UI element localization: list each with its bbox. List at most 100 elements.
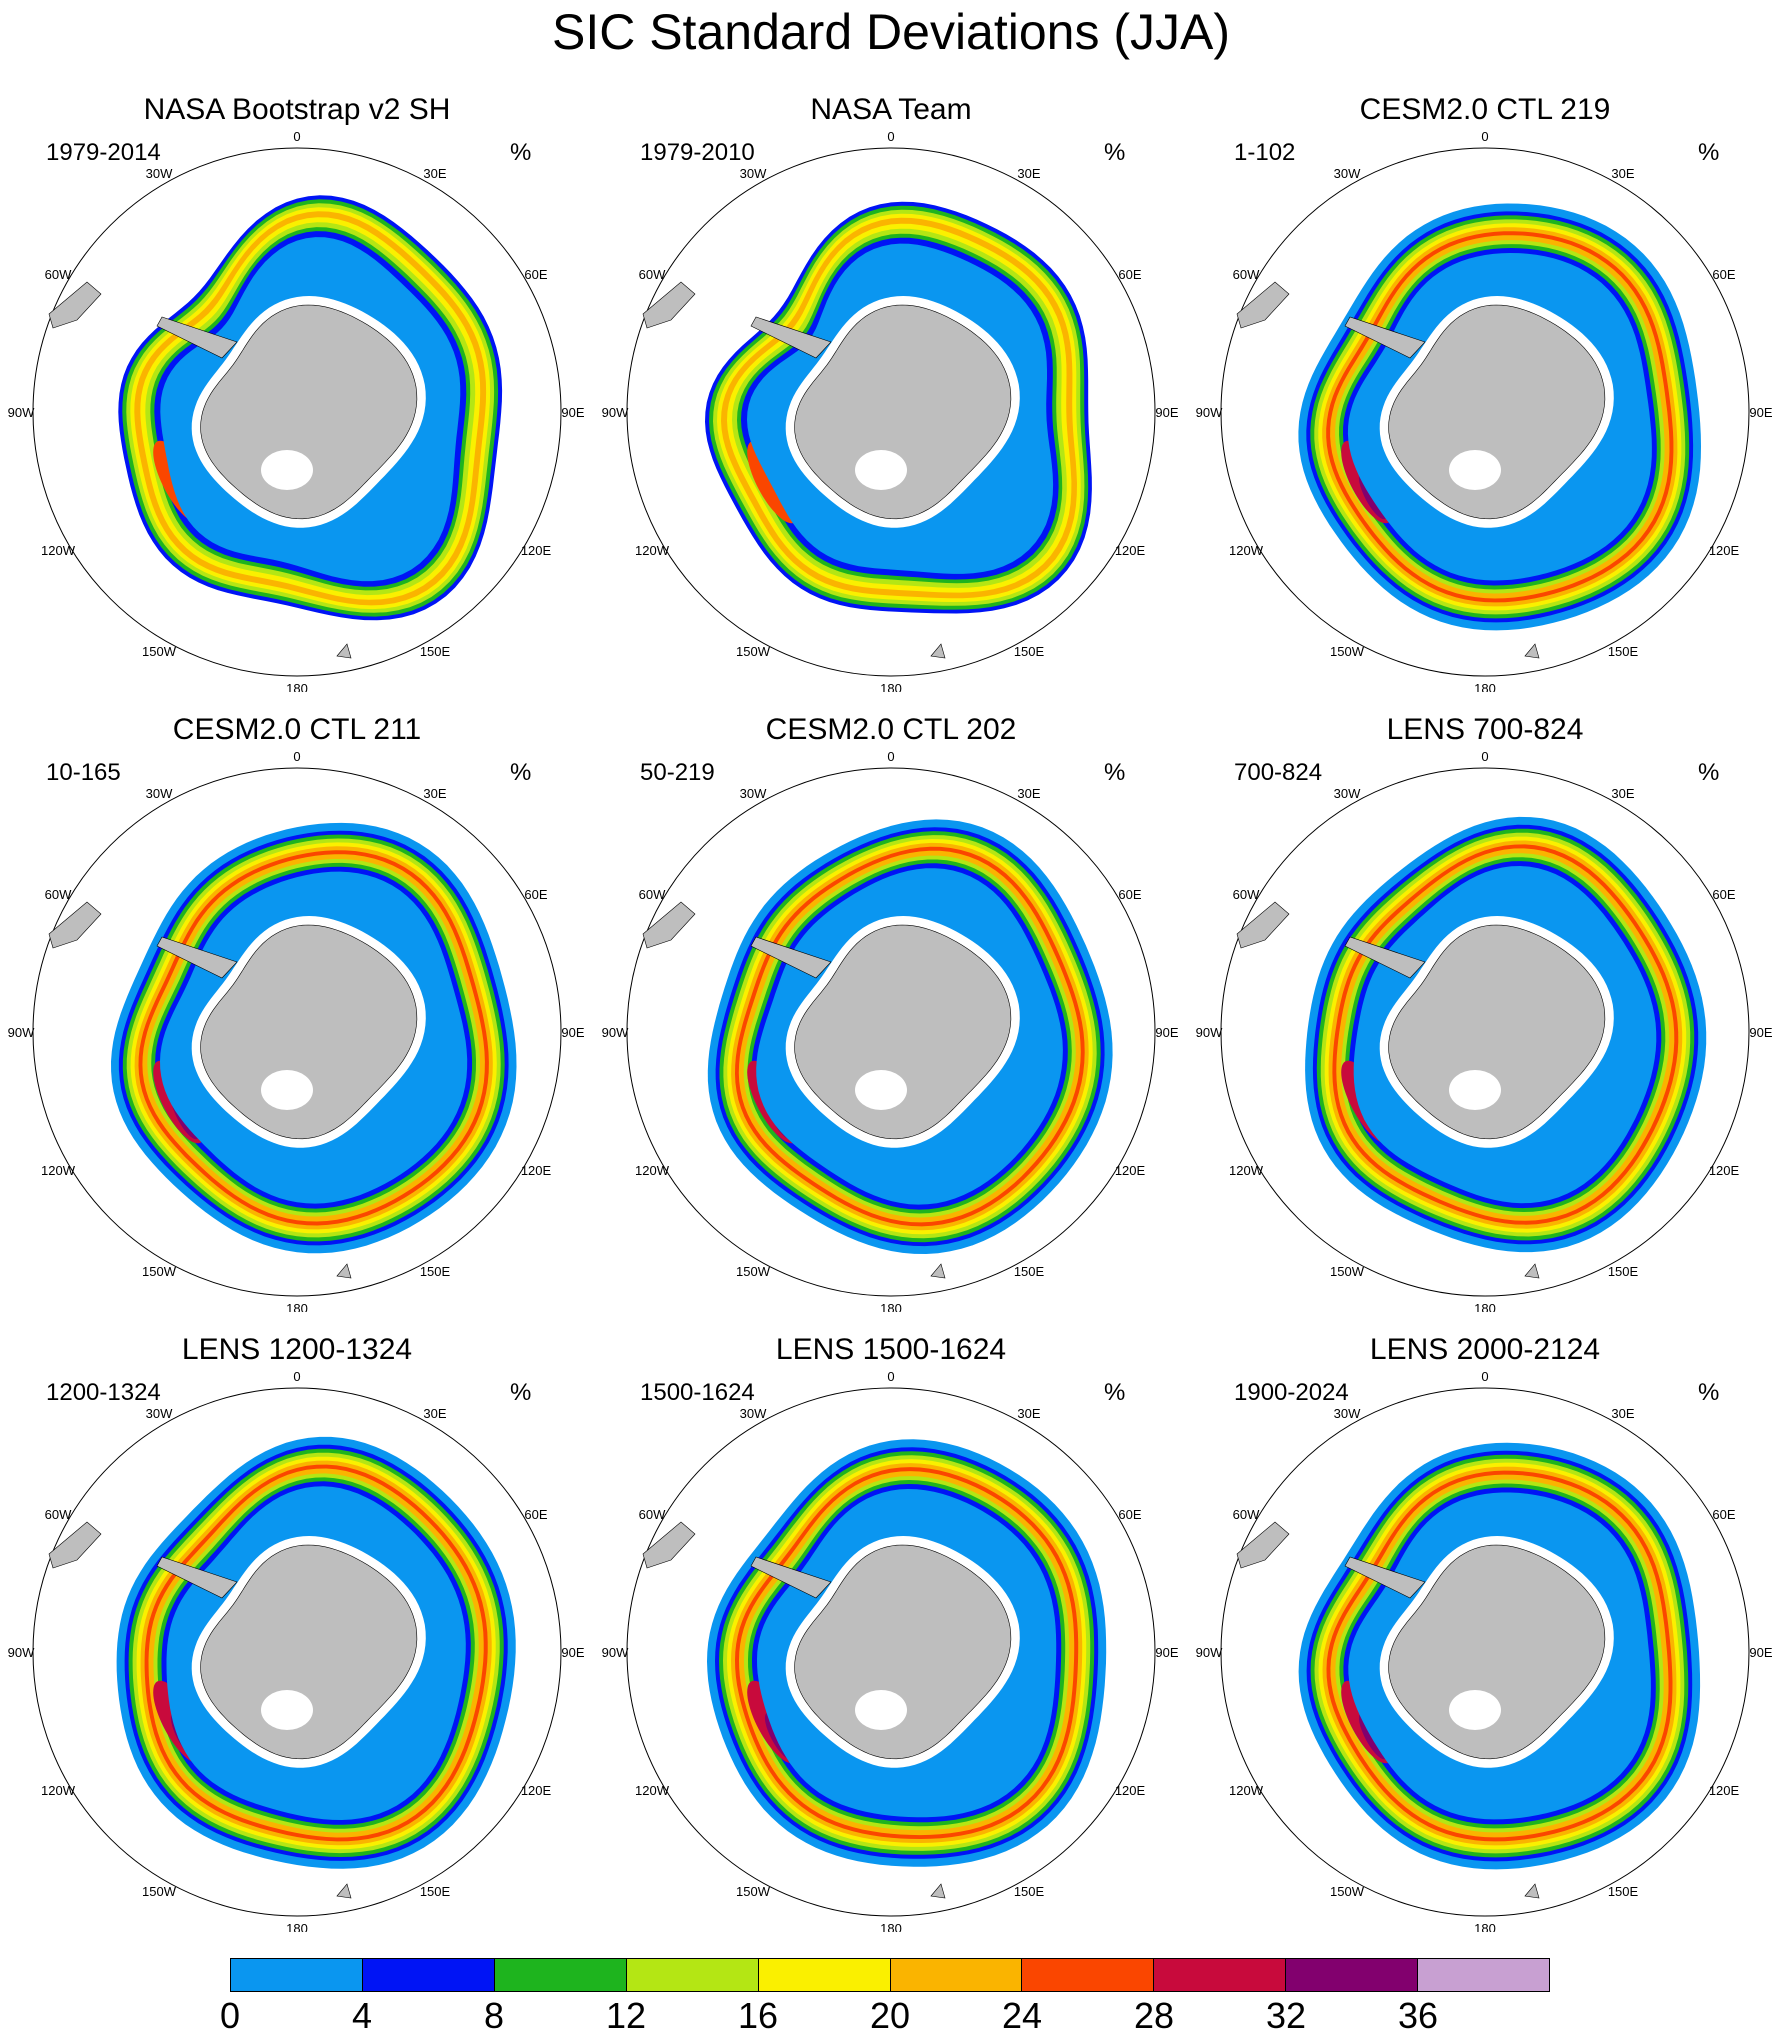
longitude-label: 60W <box>1233 267 1260 282</box>
longitude-label: 30W <box>146 1406 173 1421</box>
longitude-label: 60E <box>1712 1507 1735 1522</box>
polar-stereo-map: 0 30E 60E 90E 120E 150E 180 150W 120W 90W 60W 30W <box>0 1372 594 1932</box>
panel-title: LENS 2000-2124 <box>1369 1333 1601 1366</box>
antarctic-peninsula <box>750 1556 832 1599</box>
longitude-label: 0 <box>293 752 300 764</box>
longitude-label: 0 <box>1481 132 1488 144</box>
longitude-label: 150E <box>1608 1884 1639 1899</box>
polar-map-svg: 0 30E 60E 90E 120E 150E 180 150W 120W 90W 60W 30W <box>602 752 1179 1312</box>
longitude-label: 0 <box>293 132 300 144</box>
colorbar-swatch <box>890 1959 1023 1991</box>
longitude-label: 150W <box>142 644 177 659</box>
south-america <box>1236 281 1290 329</box>
longitude-label: 180 <box>1474 1301 1496 1312</box>
colorbar-swatch <box>1022 1959 1155 1991</box>
panel-unit: % <box>1104 139 1126 166</box>
map-panel: 0 30E 60E 90E 120E 150E 180 150W 120W 90W 60W 30W LE… <box>594 1332 1188 1952</box>
antarctica <box>200 304 418 520</box>
longitude-label: 30W <box>1334 166 1361 181</box>
panel-title: NASA Team <box>810 93 972 126</box>
antarctic-peninsula <box>750 936 832 979</box>
longitude-label: 150E <box>1608 1264 1639 1279</box>
panel-title: CESM2.0 CTL 211 <box>172 713 422 746</box>
longitude-label: 120W <box>1229 543 1264 558</box>
longitude-label: 60E <box>1118 267 1141 282</box>
longitude-label: 120W <box>635 1163 670 1178</box>
map-panel: 0 30E 60E 90E 120E 150E 180 150W 120W 90W 60W 30W LE… <box>0 1332 594 1952</box>
longitude-label: 120E <box>521 1783 552 1798</box>
longitude-label: 60W <box>1233 887 1260 902</box>
new-zealand <box>930 1263 946 1279</box>
longitude-label: 30W <box>740 1406 767 1421</box>
longitude-label: 60E <box>1712 887 1735 902</box>
colorbar-tick-label: 32 <box>1265 1995 1307 2036</box>
panel-period: 1979-2010 <box>640 139 755 166</box>
map-panel: 0 30E 60E 90E 120E 150E 180 150W 120W 90W 60W 30W CE… <box>1188 92 1782 712</box>
antarctica <box>794 1544 1012 1760</box>
longitude-label: 0 <box>1481 752 1488 764</box>
longitude-label: 90W <box>1196 1645 1223 1660</box>
longitude-label: 60E <box>524 267 547 282</box>
longitude-label: 90W <box>8 1025 35 1040</box>
longitude-label: 60W <box>1233 1507 1260 1522</box>
south-america <box>642 1521 696 1569</box>
polar-stereo-map: 0 30E 60E 90E 120E 150E 180 150W 120W 90W 60W 30W <box>594 1372 1188 1932</box>
polar-map-svg: 0 30E 60E 90E 120E 150E 180 150W 120W 90W 60W 30W <box>1196 752 1773 1312</box>
ross-ice-shelf <box>261 450 313 490</box>
longitude-label: 0 <box>887 132 894 144</box>
south-america <box>1236 901 1290 949</box>
longitude-label: 90W <box>8 1645 35 1660</box>
longitude-label: 60W <box>45 1507 72 1522</box>
ross-ice-shelf <box>1449 1690 1501 1730</box>
longitude-label: 60E <box>1118 887 1141 902</box>
longitude-label: 120W <box>41 1783 76 1798</box>
longitude-label: 90W <box>1196 1025 1223 1040</box>
panel-period: 10-165 <box>46 759 121 786</box>
longitude-label: 60E <box>1712 267 1735 282</box>
panel-unit: % <box>1698 1379 1720 1406</box>
ross-ice-shelf <box>261 1070 313 1110</box>
longitude-label: 150W <box>1330 1264 1365 1279</box>
new-zealand <box>930 643 946 659</box>
longitude-label: 150E <box>1014 1884 1045 1899</box>
longitude-label: 30E <box>1017 1406 1040 1421</box>
panel-unit: % <box>1104 1379 1126 1406</box>
longitude-label: 120E <box>1709 1783 1740 1798</box>
longitude-label: 30E <box>1017 786 1040 801</box>
longitude-label: 90W <box>1196 405 1223 420</box>
longitude-label: 120W <box>41 543 76 558</box>
longitude-label: 120W <box>1229 1783 1264 1798</box>
panel-period: 1979-2014 <box>46 139 161 166</box>
longitude-label: 90W <box>602 405 629 420</box>
colorbar-swatch <box>494 1959 627 1991</box>
polar-stereo-map: 0 30E 60E 90E 120E 150E 180 150W 120W 90W 60W 30W <box>1188 1372 1782 1932</box>
longitude-label: 150W <box>142 1884 177 1899</box>
panel-unit: % <box>1698 139 1720 166</box>
longitude-label: 30W <box>146 786 173 801</box>
ross-ice-shelf <box>261 1690 313 1730</box>
longitude-label: 60E <box>1118 1507 1141 1522</box>
ross-ice-shelf <box>1449 1070 1501 1110</box>
polar-map-svg: 0 30E 60E 90E 120E 150E 180 150W 120W 90W 60W 30W <box>8 752 585 1312</box>
longitude-label: 120E <box>1115 1783 1146 1798</box>
longitude-label: 150E <box>1014 644 1045 659</box>
map-panel: 0 30E 60E 90E 120E 150E 180 150W 120W 90W 60W 30W NA… <box>0 92 594 712</box>
antarctica <box>1388 1544 1606 1760</box>
longitude-label: 150W <box>736 644 771 659</box>
map-panel: 0 30E 60E 90E 120E 150E 180 150W 120W 90W 60W 30W CE… <box>0 712 594 1332</box>
antarctica <box>1388 304 1606 520</box>
colorbar-tick-label: 16 <box>737 1995 779 2036</box>
panel-unit: % <box>510 759 532 786</box>
ross-ice-shelf <box>855 1070 907 1110</box>
panel-unit: % <box>510 1379 532 1406</box>
antarctic-peninsula <box>156 1556 238 1599</box>
longitude-label: 150W <box>142 1264 177 1279</box>
longitude-label: 30E <box>1611 166 1634 181</box>
antarctic-peninsula <box>156 936 238 979</box>
polar-stereo-map: 0 30E 60E 90E 120E 150E 180 150W 120W 90W 60W 30W <box>594 132 1188 692</box>
colorbar-swatch <box>758 1959 891 1991</box>
polar-map-svg: 0 30E 60E 90E 120E 150E 180 150W 120W 90W 60W 30W <box>1196 1372 1773 1932</box>
colorbar-swatch <box>1154 1959 1287 1991</box>
longitude-label: 180 <box>1474 1921 1496 1932</box>
longitude-label: 90E <box>1749 405 1772 420</box>
